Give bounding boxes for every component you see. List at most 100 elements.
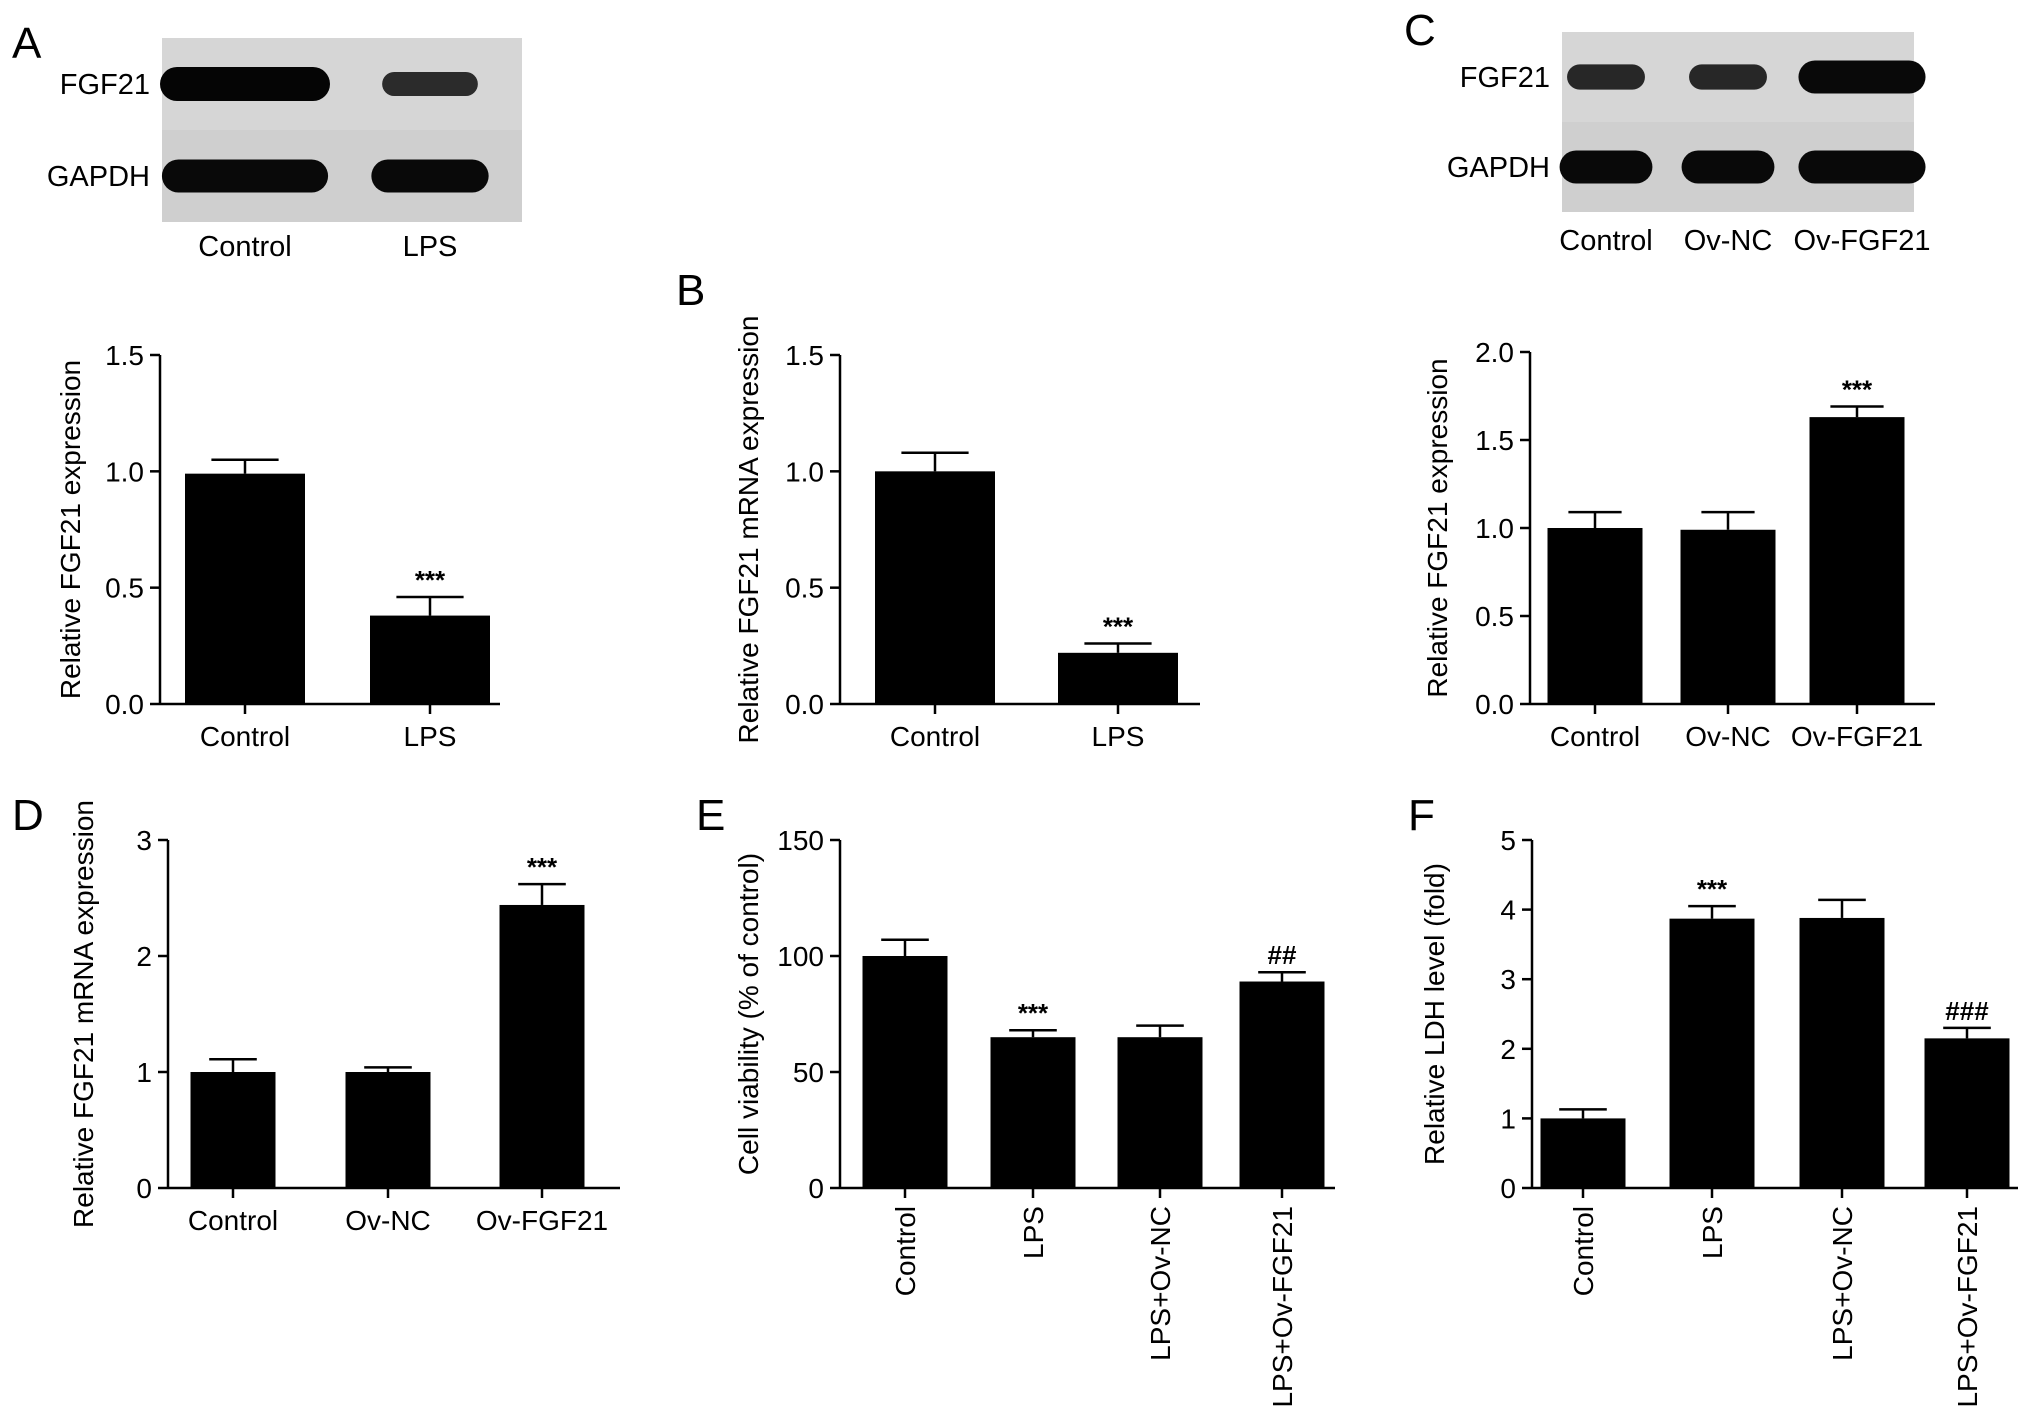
x-category-label: LPS+Ov-NC <box>1827 1206 1858 1361</box>
y-tick-label: 50 <box>793 1057 824 1088</box>
bar-chart-a: 0.0 0.5 1.0 1.5 Relative FGF21 expression Con… <box>55 340 500 752</box>
x-category-label: Ov-FGF21 <box>1791 721 1923 752</box>
bar <box>1117 1037 1203 1188</box>
blot-lane-label: Ov-FGF21 <box>1794 225 1931 257</box>
significance-label: *** <box>1103 612 1134 642</box>
bar <box>1540 1118 1626 1188</box>
y-tick-label: 2 <box>136 941 152 972</box>
bar <box>185 473 305 704</box>
blot-lane-label: LPS <box>403 231 458 263</box>
panel-letter-e: E <box>696 791 725 840</box>
blot-band <box>1559 150 1653 184</box>
y-tick-label: 0 <box>808 1173 824 1204</box>
significance-label: *** <box>1018 998 1049 1028</box>
y-tick-label: 1.0 <box>105 456 144 487</box>
bar-chart-d: 0 1 2 3 Relative FGF21 mRNA expression Contro… <box>68 800 620 1236</box>
panel-letter-b: B <box>676 266 705 315</box>
bar-chart-e: 0 50 100 150 Cell viability (% of control) Co… <box>733 825 1335 1408</box>
y-tick-label: 0.5 <box>785 573 824 604</box>
significance-label: *** <box>415 565 446 595</box>
bar <box>1799 917 1885 1188</box>
y-axis-title: Relative FGF21 expression <box>1422 358 1453 697</box>
y-tick-label: 0 <box>136 1173 152 1204</box>
y-tick-label: 0 <box>1500 1173 1516 1204</box>
bar-chart-c: 0.0 0.5 1.0 1.5 2.0 Relative FGF21 expression… <box>1422 337 1935 752</box>
x-category-label: LPS <box>404 721 457 752</box>
bar <box>862 956 948 1188</box>
y-tick-label: 150 <box>777 825 824 856</box>
blot-lane-label: Ov-NC <box>1684 225 1773 257</box>
x-category-label: Ov-FGF21 <box>476 1205 608 1236</box>
y-axis-title: Relative LDH level (fold) <box>1419 863 1450 1165</box>
blot-lane-label: Control <box>198 231 292 263</box>
y-axis-title: Relative FGF21 mRNA expression <box>733 316 764 744</box>
y-tick-label: 3 <box>1500 964 1516 995</box>
blot-band <box>161 159 329 193</box>
blot-band <box>1681 150 1775 184</box>
bar <box>345 1072 431 1188</box>
x-category-label: Ov-NC <box>345 1205 431 1236</box>
bar <box>1239 981 1325 1188</box>
y-tick-label: 2 <box>1500 1034 1516 1065</box>
bar-chart-f: 0 1 2 3 4 5 Relative LDH level (fold) Control **… <box>1419 825 2018 1408</box>
bar <box>499 904 585 1188</box>
panel-letter-d: D <box>12 791 44 840</box>
y-axis-title: Cell viability (% of control) <box>733 853 764 1175</box>
blot-band <box>371 159 489 193</box>
blot-band <box>382 71 478 97</box>
x-category-label: Control <box>188 1205 278 1236</box>
y-tick-label: 1.5 <box>1475 425 1514 456</box>
panel-letter-a: A <box>12 19 42 68</box>
bar <box>1680 529 1776 704</box>
x-category-label: LPS <box>1092 721 1145 752</box>
bar <box>875 471 995 704</box>
x-category-label: Control <box>890 1206 921 1296</box>
significance-label: *** <box>1697 874 1728 904</box>
y-tick-label: 1.5 <box>785 340 824 371</box>
significance-label: ### <box>1945 996 1989 1026</box>
bar <box>1547 528 1643 704</box>
y-tick-label: 0.0 <box>1475 689 1514 720</box>
bar <box>1058 652 1178 704</box>
bar <box>990 1037 1076 1188</box>
blot-band <box>1567 64 1645 90</box>
y-axis-title: Relative FGF21 mRNA expression <box>68 800 99 1228</box>
y-tick-label: 4 <box>1500 895 1516 926</box>
significance-label: *** <box>527 852 558 882</box>
panel-letter-f: F <box>1408 791 1435 840</box>
western-blot-a: FGF21 GAPDH Control LPS <box>47 38 522 263</box>
blot-band <box>1798 150 1926 184</box>
bar <box>1809 417 1905 704</box>
blot-band <box>160 67 330 101</box>
blot-row-label: GAPDH <box>47 161 150 193</box>
bar <box>190 1072 276 1188</box>
y-tick-label: 0.0 <box>785 689 824 720</box>
y-tick-label: 1.0 <box>785 456 824 487</box>
x-category-label: Ov-NC <box>1685 721 1771 752</box>
bar-chart-b: 0.0 0.5 1.0 1.5 Relative FGF21 mRNA expressi… <box>733 316 1200 752</box>
panel-letter-c: C <box>1404 6 1436 55</box>
y-tick-label: 0.5 <box>105 573 144 604</box>
bar <box>370 615 490 704</box>
x-category-label: LPS <box>1697 1206 1728 1259</box>
y-tick-label: 1 <box>136 1057 152 1088</box>
blot-band <box>1689 64 1767 90</box>
x-category-label: LPS+Ov-FGF21 <box>1952 1206 1983 1408</box>
y-tick-label: 3 <box>136 825 152 856</box>
bar <box>1669 918 1755 1188</box>
y-axis-title: Relative FGF21 expression <box>55 360 86 699</box>
y-tick-label: 1 <box>1500 1103 1516 1134</box>
blot-lane-label: Control <box>1559 225 1653 257</box>
significance-label: ## <box>1268 940 1297 970</box>
x-category-label: LPS <box>1018 1206 1049 1259</box>
y-tick-label: 5 <box>1500 825 1516 856</box>
blot-band <box>1798 60 1926 94</box>
y-tick-label: 100 <box>777 941 824 972</box>
y-tick-label: 1.0 <box>1475 513 1514 544</box>
blot-row-label: GAPDH <box>1447 152 1550 184</box>
y-tick-label: 1.5 <box>105 340 144 371</box>
x-category-label: Control <box>1568 1206 1599 1296</box>
x-category-label: Control <box>200 721 290 752</box>
significance-label: *** <box>1842 375 1873 405</box>
